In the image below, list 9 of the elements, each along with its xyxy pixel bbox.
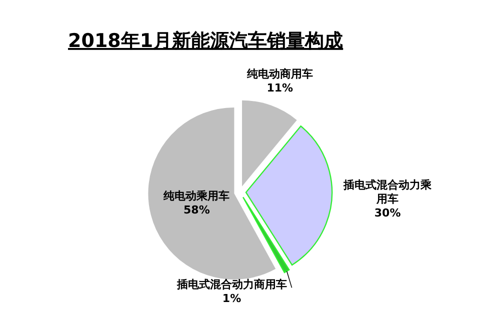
slice-label: 插电式混合动力商用车: [176, 278, 287, 292]
chart-title: 2018年1月新能源汽车销量构成: [68, 30, 344, 52]
slice-label: 纯电动商用车: [246, 68, 313, 81]
data-label: 1%: [222, 292, 242, 306]
data-label: 58%: [184, 204, 210, 217]
slice-label: 插电式混合动力乘用车: [342, 178, 433, 206]
slice-label: 纯电动乘用车: [162, 190, 230, 203]
data-label: 11%: [266, 82, 294, 95]
data-label: 30%: [374, 206, 401, 220]
